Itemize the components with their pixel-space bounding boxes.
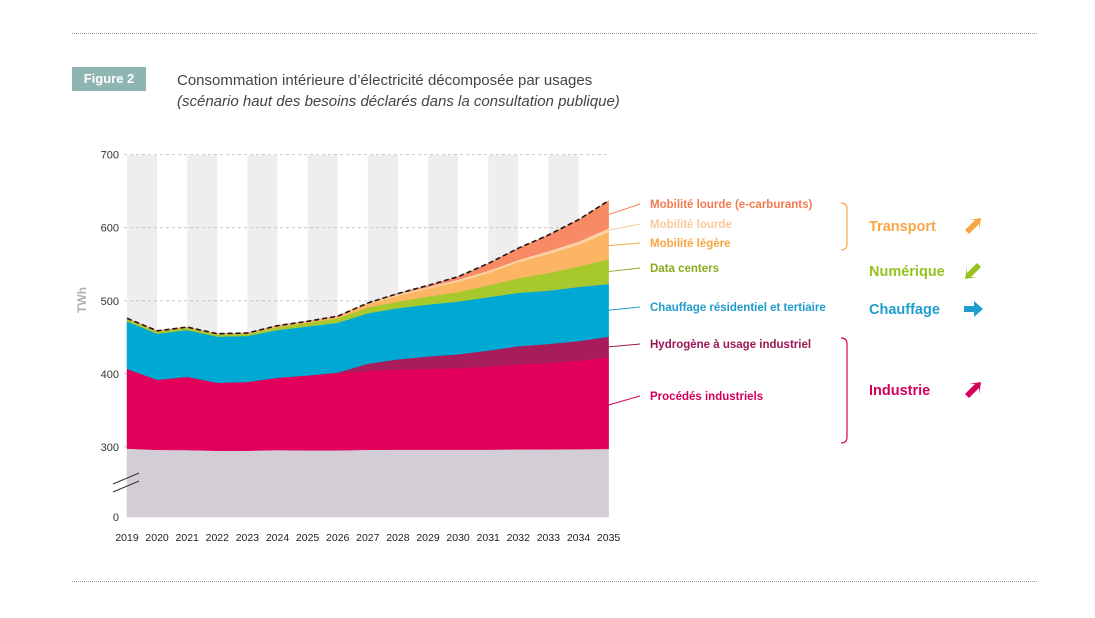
arrow-up-right-icon	[965, 218, 981, 234]
series-label: Chauffage résidentiel et tertiaire	[650, 302, 826, 314]
x-tick-label: 2033	[537, 532, 561, 544]
x-tick-label: 2030	[446, 532, 470, 544]
y-tick-label: 500	[101, 296, 119, 308]
series-label: Mobilité légère	[650, 238, 731, 250]
x-tick-label: 2022	[206, 532, 230, 544]
y-tick-label: 400	[101, 369, 119, 381]
x-tick-label: 2020	[145, 532, 169, 544]
x-tick-label: 2019	[115, 532, 139, 544]
x-tick-label: 2024	[266, 532, 290, 544]
bottom-divider	[72, 581, 1037, 582]
area-autres-usages	[126, 448, 609, 518]
y-axis-label: TWh	[75, 287, 89, 313]
leader-line	[608, 306, 641, 311]
axis-break-mark	[112, 472, 140, 485]
x-tick-label: 2034	[567, 532, 591, 544]
x-tick-label: 2021	[176, 532, 200, 544]
leader-line	[608, 343, 641, 348]
leader-line	[608, 267, 641, 273]
x-tick-label: 2027	[356, 532, 380, 544]
x-tick-label: 2025	[296, 532, 320, 544]
x-tick-label: 2029	[416, 532, 440, 544]
chart-title: Consommation intérieure d’électricité dé…	[177, 72, 593, 89]
figure-label: Figure 2	[72, 67, 146, 91]
leader-line	[608, 242, 641, 247]
series-label: Hydrogène à usage industriel	[650, 339, 811, 351]
x-tick-label: 2028	[386, 532, 410, 544]
y-tick-label: 300	[101, 442, 119, 454]
group-label: Numérique	[869, 264, 945, 280]
series-label: Data centers	[650, 263, 719, 275]
group-label: Transport	[869, 219, 936, 235]
arrow-right-icon	[964, 301, 983, 317]
top-divider	[72, 33, 1037, 34]
total-line	[126, 200, 610, 335]
y-tick-label: 700	[101, 150, 119, 162]
y-tick-label: 600	[101, 223, 119, 235]
x-tick-label: 2032	[507, 532, 531, 544]
transport-brace	[840, 202, 848, 251]
leader-line	[608, 203, 641, 216]
series-label: Mobilité lourde (e-carburants)	[650, 199, 812, 211]
arrow-up-right-icon	[965, 382, 981, 398]
chart-subtitle: (scénario haut des besoins déclarés dans…	[177, 93, 620, 110]
leader-line	[608, 395, 641, 406]
x-tick-label: 2026	[326, 532, 350, 544]
axis-break-mark	[112, 480, 140, 493]
x-tick-label: 2023	[236, 532, 260, 544]
series-label: Procédés industriels	[650, 391, 763, 403]
group-label: Industrie	[869, 383, 930, 399]
arrow-down-left-icon	[965, 263, 981, 279]
y-tick-label: 0	[113, 512, 119, 524]
group-label: Chauffage	[869, 302, 940, 318]
series-label: Mobilité lourde	[650, 219, 732, 231]
leader-line	[608, 223, 641, 231]
x-tick-label: 2035	[597, 532, 621, 544]
industrie-brace	[840, 337, 848, 444]
x-tick-label: 2031	[477, 532, 501, 544]
